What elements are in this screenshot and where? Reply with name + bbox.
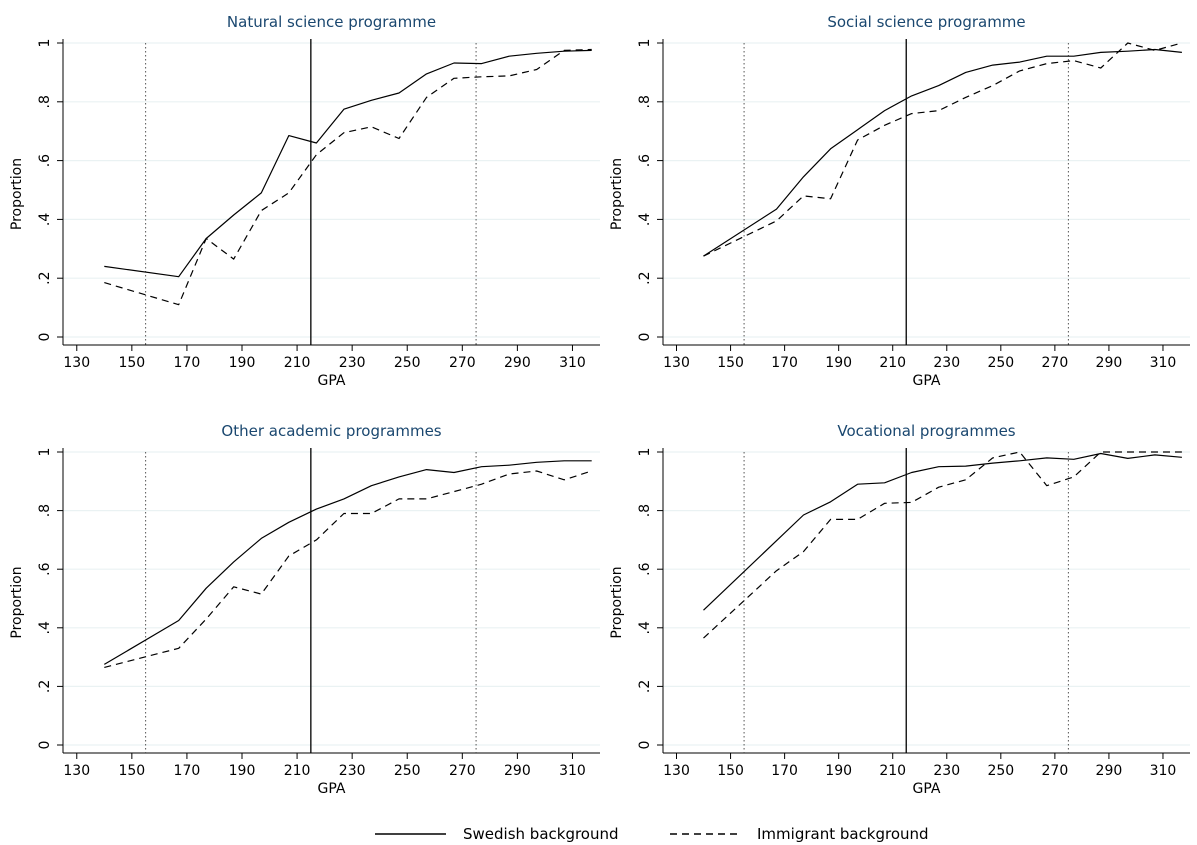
y-tick-label: .4	[37, 213, 53, 226]
panel-2: Social science programme 0 .2 .4 .6 .8 1 130 150…	[609, 13, 1190, 389]
x-tick-label: 210	[284, 355, 311, 371]
y-tick-label: .2	[37, 272, 53, 285]
x-tick-label: 170	[174, 355, 201, 371]
x-tick-label: 250	[394, 763, 421, 779]
y-tick-label: .8	[37, 504, 53, 517]
x-tick-label: 130	[663, 355, 690, 371]
x-tick-label: 230	[339, 763, 366, 779]
y-tick-label: .8	[37, 95, 53, 108]
x-axis-title: GPA	[318, 781, 346, 797]
series-immigrant-line	[703, 451, 1182, 639]
x-tick-label: 310	[559, 355, 586, 371]
y-tick-label: 1	[37, 448, 53, 457]
y-tick-label: .4	[637, 213, 653, 226]
x-tick-label: 130	[63, 763, 90, 779]
y-tick-label: 0	[37, 741, 53, 750]
panel-title: Social science programme	[827, 13, 1025, 31]
x-axis-title: GPA	[913, 781, 941, 797]
x-tick-label: 190	[229, 355, 256, 371]
x-tick-label: 190	[825, 355, 852, 371]
x-tick-label: 310	[559, 763, 586, 779]
series-swedish-line	[703, 452, 1182, 611]
y-axis-title: Proportion	[609, 158, 625, 230]
x-tick-label: 290	[1096, 763, 1123, 779]
x-tick-label: 230	[339, 355, 366, 371]
x-tick-label: 310	[1150, 763, 1177, 779]
y-axis-title: Proportion	[609, 566, 625, 638]
x-tick-label: 250	[987, 355, 1014, 371]
panel-title: Natural science programme	[227, 13, 436, 31]
y-tick-label: .6	[37, 562, 53, 575]
x-tick-label: 290	[504, 355, 531, 371]
panel-title: Other academic programmes	[221, 422, 441, 440]
panel-1: Natural science programme 0 .2 .4 .6 .8 1 130 15…	[9, 13, 600, 389]
y-tick-label: .2	[37, 680, 53, 693]
y-tick-label: .8	[637, 95, 653, 108]
x-tick-label: 270	[1042, 763, 1069, 779]
x-tick-label: 210	[284, 763, 311, 779]
x-tick-label: 310	[1150, 355, 1177, 371]
x-tick-label: 230	[933, 355, 960, 371]
x-tick-label: 170	[771, 763, 798, 779]
x-tick-label: 270	[1042, 355, 1069, 371]
x-tick-label: 210	[879, 763, 906, 779]
panel-4: Vocational programmes 0 .2 .4 .6 .8 1 130 150 170…	[609, 422, 1190, 797]
y-tick-label: 1	[637, 448, 653, 457]
x-tick-label: 170	[771, 355, 798, 371]
x-tick-label: 230	[933, 763, 960, 779]
panel-3: Other academic programmes 0 .2 .4 .6 .8 1 130 15…	[9, 422, 600, 797]
legend: Swedish background Immigrant background	[375, 825, 929, 843]
y-tick-label: .6	[637, 154, 653, 167]
series-immigrant-line	[104, 48, 592, 306]
x-tick-label: 150	[118, 763, 145, 779]
x-tick-label: 290	[504, 763, 531, 779]
x-tick-label: 130	[63, 355, 90, 371]
x-axis-title: GPA	[318, 373, 346, 389]
y-axis-title: Proportion	[9, 566, 25, 638]
y-tick-label: .4	[637, 621, 653, 634]
panel-title: Vocational programmes	[837, 422, 1015, 440]
y-tick-label: .6	[37, 154, 53, 167]
y-tick-label: 0	[37, 333, 53, 342]
x-tick-label: 250	[394, 355, 421, 371]
y-tick-label: .4	[37, 621, 53, 634]
x-tick-label: 170	[174, 763, 201, 779]
series-swedish-line	[104, 49, 592, 278]
x-tick-label: 190	[825, 763, 852, 779]
y-tick-label: .2	[637, 272, 653, 285]
legend-swedish-label: Swedish background	[463, 825, 619, 843]
x-tick-label: 250	[987, 763, 1014, 779]
x-tick-label: 150	[118, 355, 145, 371]
x-tick-label: 270	[449, 763, 476, 779]
series-swedish-line	[103, 460, 592, 665]
y-tick-label: .2	[637, 680, 653, 693]
series-immigrant-line	[104, 470, 592, 668]
y-tick-label: 0	[637, 333, 653, 342]
y-tick-label: 0	[637, 741, 653, 750]
y-axis-title: Proportion	[9, 158, 25, 230]
y-tick-label: 1	[637, 39, 653, 48]
x-tick-label: 270	[449, 355, 476, 371]
x-tick-label: 210	[879, 355, 906, 371]
x-tick-label: 150	[717, 355, 744, 371]
y-tick-label: .6	[637, 562, 653, 575]
x-tick-label: 130	[663, 763, 690, 779]
x-axis-title: GPA	[913, 373, 941, 389]
x-tick-label: 150	[717, 763, 744, 779]
x-tick-label: 290	[1096, 355, 1123, 371]
y-tick-label: .8	[637, 504, 653, 517]
x-tick-label: 190	[229, 763, 256, 779]
series-immigrant-line	[703, 42, 1183, 257]
y-tick-label: 1	[37, 39, 53, 48]
panels: Natural science programme 0 .2 .4 .6 .8 1 130 15…	[9, 13, 1190, 797]
legend-immigrant-label: Immigrant background	[757, 825, 929, 843]
series-swedish-line	[703, 48, 1182, 257]
